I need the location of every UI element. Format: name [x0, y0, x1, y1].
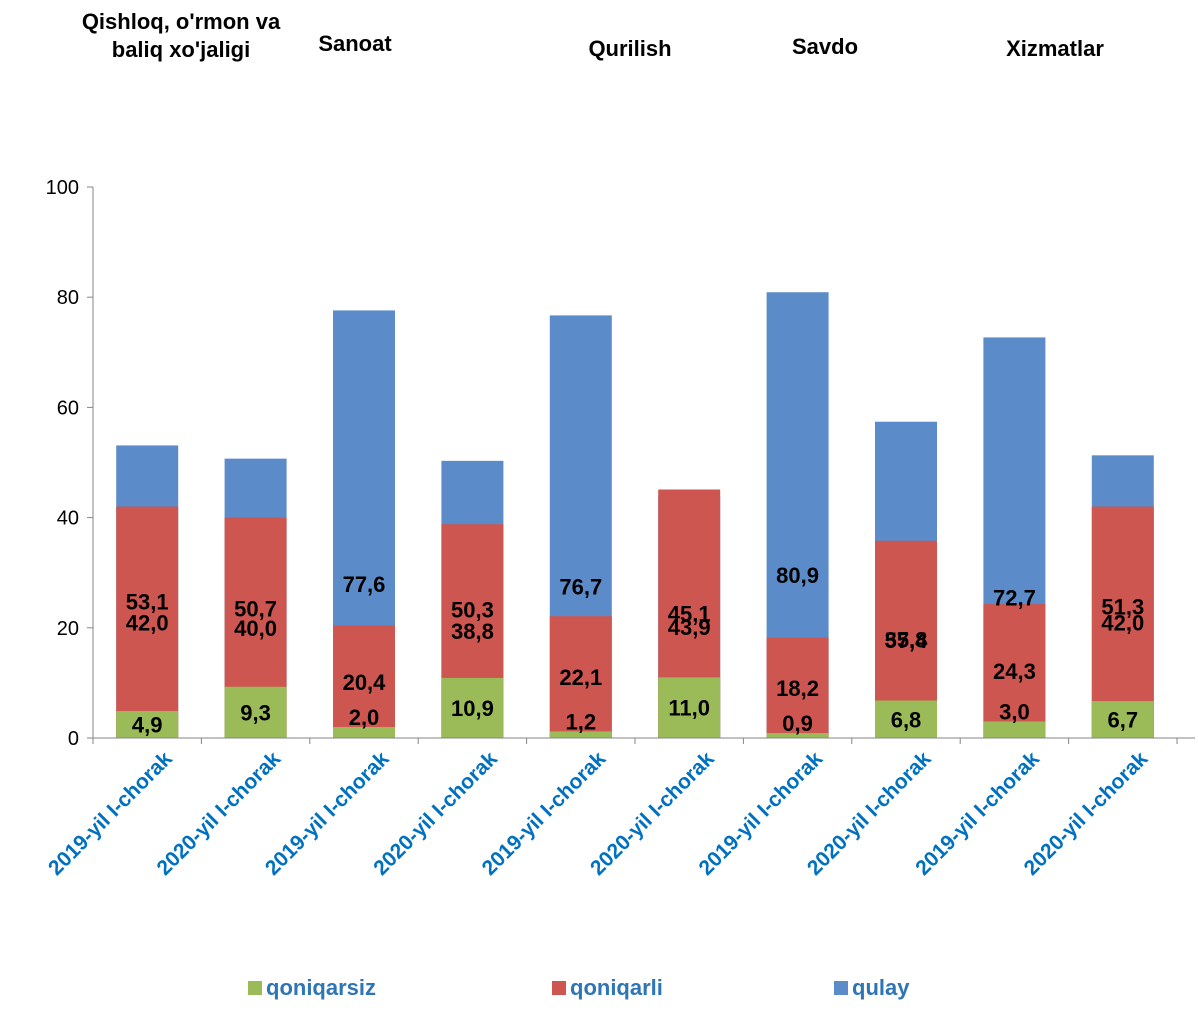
bar-segment-qoniqarsiz [441, 677, 504, 738]
data-label: 0,9 [782, 711, 813, 736]
legend-swatch [552, 981, 566, 995]
data-label: 22,1 [559, 665, 602, 690]
bar-segment-qoniqarsiz [875, 700, 937, 738]
data-label: 9,3 [240, 700, 271, 725]
data-label: 35,8 [885, 627, 928, 652]
data-label: 4,9 [132, 713, 163, 738]
bar-segment-qoniqarli [1091, 506, 1154, 738]
bar-segment-qoniqarsiz [658, 677, 721, 738]
data-label: 51,3 [1101, 595, 1144, 620]
y-tick-label: 20 [57, 618, 79, 640]
data-label: 45,1 [668, 602, 711, 627]
group-label: Qurilish [588, 36, 672, 61]
data-label: 6,8 [891, 707, 922, 732]
legend-label: qoniqarli [570, 975, 663, 1000]
data-label: 76,7 [559, 575, 602, 600]
group-label: Qishloq, o'rmon va baliq xo'jaligi [81, 9, 281, 62]
y-tick-label: 80 [57, 287, 79, 309]
data-label: 20,4 [343, 670, 387, 695]
data-label: 6,7 [1108, 708, 1139, 733]
group-label: Savdo [791, 34, 859, 59]
group-label: Sanoat [318, 31, 392, 56]
bar-segment-qoniqarsiz [1091, 701, 1154, 738]
data-label: 57,4 [885, 628, 929, 653]
y-tick-label: 0 [68, 728, 79, 750]
bar-segment-qoniqarli [333, 625, 395, 738]
bar-segment-qoniqarli [116, 506, 179, 738]
data-label: 50,3 [451, 597, 494, 622]
legend-label: qulay [852, 975, 910, 1000]
y-tick-label: 100 [46, 177, 79, 199]
data-label: 53,1 [126, 590, 169, 615]
data-label: 43,9 [668, 615, 711, 640]
data-label: 50,7 [234, 596, 277, 621]
bar-segment-qoniqarsiz [549, 731, 612, 738]
legend-label: qoniqarsiz [266, 975, 377, 1000]
data-label: 24,3 [993, 659, 1036, 684]
bars-layer [116, 292, 1154, 738]
group-label: Xizmatlar [1006, 36, 1104, 61]
legend-swatch [834, 981, 848, 995]
data-label: 42,0 [126, 610, 169, 635]
legend-item-qulay: qulay [834, 975, 909, 1001]
bar-segment-qoniqarli [549, 616, 612, 738]
legend-swatch [248, 981, 262, 995]
data-label: 2,0 [349, 705, 380, 730]
bar-segment-qoniqarli [766, 637, 829, 738]
bar-segment-qoniqarsiz [766, 733, 829, 738]
data-label: 42,0 [1101, 610, 1144, 635]
data-label: 1,2 [566, 709, 597, 734]
data-label: 38,8 [451, 619, 494, 644]
data-label: 10,9 [451, 696, 494, 721]
bar-segment-qoniqarsiz [333, 726, 395, 738]
y-tick-label: 40 [57, 508, 79, 530]
legend-item-qoniqarli: qoniqarli [552, 975, 663, 1001]
data-label: 18,2 [776, 676, 819, 701]
bar-segment-qoniqarsiz [983, 721, 1046, 738]
data-labels-layer: 53,142,04,950,740,09,377,620,42,050,338,… [126, 563, 1144, 737]
data-label: 72,7 [993, 586, 1036, 611]
bar-segment-qoniqarsiz [116, 711, 179, 738]
legend: qoniqarsiz qoniqarli qulay [0, 975, 1198, 1015]
data-label: 77,6 [343, 572, 386, 597]
y-tick-label: 60 [57, 397, 79, 419]
data-label: 11,0 [668, 696, 710, 721]
data-label: 40,0 [234, 616, 277, 641]
bar-segment-qoniqarli [983, 604, 1046, 738]
legend-item-qoniqarsiz: qoniqarsiz [248, 975, 376, 1001]
data-label: 3,0 [999, 699, 1030, 724]
data-label: 80,9 [776, 563, 819, 588]
bar-segment-qoniqarsiz [224, 686, 287, 738]
